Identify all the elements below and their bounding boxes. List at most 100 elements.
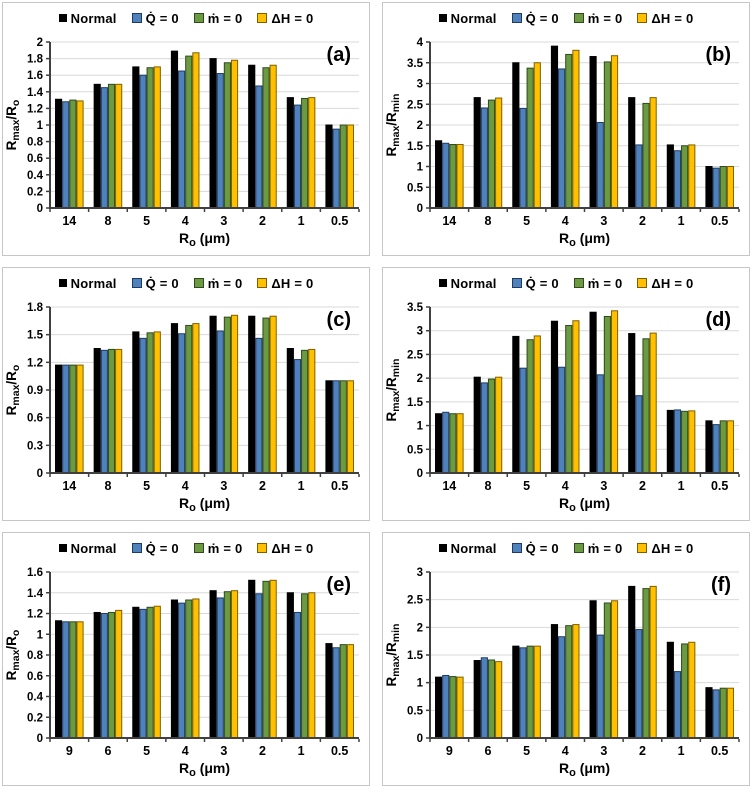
y-tick-label: 0.2 xyxy=(27,186,43,198)
x-axis-title: Ro (μm) xyxy=(179,230,230,249)
y-tick-label: 0.5 xyxy=(407,182,424,194)
bar xyxy=(558,636,566,739)
bar xyxy=(62,621,70,739)
legend-label: ṁ = 0 xyxy=(587,10,623,26)
legend-swatch-icon xyxy=(438,544,447,552)
y-tick-label: 0 xyxy=(417,733,423,745)
x-category-label: 6 xyxy=(484,744,491,758)
x-category-label: 9 xyxy=(66,744,73,758)
bar xyxy=(153,605,161,739)
y-tick-label: 1.8 xyxy=(27,302,44,314)
legend: Normal Q̇ = 0 ṁ = 0 ΔH = 0 xyxy=(438,268,694,298)
legend-label: Normal xyxy=(70,540,117,556)
bar xyxy=(726,166,734,209)
bar xyxy=(558,68,566,209)
bar xyxy=(262,580,270,739)
x-axis-title: Ro (μm) xyxy=(559,760,610,779)
bar xyxy=(550,320,559,474)
bar xyxy=(69,99,77,209)
bar xyxy=(688,144,696,209)
x-category-label: 4 xyxy=(182,744,189,758)
bar xyxy=(62,101,70,209)
bar xyxy=(480,107,488,209)
x-category-label: 2 xyxy=(639,214,646,228)
y-tick-label: 2.5 xyxy=(407,595,424,607)
bar xyxy=(565,625,573,739)
bar xyxy=(572,624,580,739)
bar xyxy=(642,102,650,209)
y-tick-label: 0.6 xyxy=(27,671,43,683)
bar xyxy=(642,338,650,474)
bar xyxy=(705,687,713,739)
bar xyxy=(339,380,347,474)
y-tick-label: 0.4 xyxy=(27,692,44,704)
bar xyxy=(673,409,682,474)
bar xyxy=(325,643,333,739)
y-tick-label: 1 xyxy=(37,120,44,132)
x-category-label: 14 xyxy=(442,214,456,228)
bar xyxy=(132,331,140,474)
bar xyxy=(107,611,116,739)
legend: Normal Q̇ = 0 ṁ = 0 ΔH = 0 xyxy=(438,3,694,33)
bar xyxy=(100,613,108,739)
bar xyxy=(610,310,619,474)
legend-swatch-icon xyxy=(573,278,584,288)
x-category-label: 5 xyxy=(143,479,150,493)
bar xyxy=(76,621,84,739)
y-tick-label: 1.6 xyxy=(27,567,43,579)
x-axis-title: Ro (μm) xyxy=(179,760,230,779)
x-category-label: 2 xyxy=(259,479,266,493)
bar xyxy=(107,83,116,209)
legend-swatch-icon xyxy=(58,279,67,287)
x-category-label: 1 xyxy=(678,479,685,493)
bar xyxy=(635,629,643,739)
legend-swatch-icon xyxy=(257,13,268,23)
panel-letter: (d) xyxy=(705,309,731,331)
y-tick-label: 3 xyxy=(417,567,423,579)
bar xyxy=(649,97,657,209)
legend-swatch-icon xyxy=(511,13,522,23)
bar-chart-f: 0 0.5 1 1.5 2 2.5 3 9 6 5 4 3 2 1 0.5 Ro (μm) Rmax/Rmin (… xyxy=(384,567,740,779)
legend-label: ΔH = 0 xyxy=(271,275,314,291)
bar xyxy=(293,611,302,739)
bar xyxy=(635,395,643,474)
bar xyxy=(223,316,231,474)
legend-label: Normal xyxy=(450,10,497,26)
bar xyxy=(62,364,70,474)
x-category-label: 2 xyxy=(639,744,646,758)
y-axis-title: Rmax/Rmin xyxy=(384,94,402,157)
x-category-label: 1 xyxy=(298,479,305,493)
bar xyxy=(301,97,309,209)
bar xyxy=(705,420,713,474)
legend-label: ΔH = 0 xyxy=(271,10,314,26)
legend-label: ṁ = 0 xyxy=(207,275,243,291)
bar xyxy=(178,70,186,209)
bar xyxy=(603,602,611,739)
legend-swatch-icon xyxy=(131,13,142,23)
panel-e: Normal Q̇ = 0 ṁ = 0 ΔH = 0 0 0.2 0.4 0.6 0.8 1 1.… xyxy=(2,532,370,786)
bar xyxy=(93,348,101,474)
bar xyxy=(533,62,541,209)
legend-swatch-icon xyxy=(131,278,142,288)
bar xyxy=(572,49,580,209)
bar xyxy=(170,50,179,209)
x-category-label: 3 xyxy=(220,479,227,493)
y-tick-label: 1.2 xyxy=(27,103,43,115)
bar xyxy=(55,620,63,739)
bar xyxy=(248,64,256,209)
bar xyxy=(565,325,573,474)
bar xyxy=(262,67,270,209)
bar xyxy=(449,676,457,739)
bar xyxy=(146,67,154,209)
bar xyxy=(286,97,294,209)
legend-label: ṁ = 0 xyxy=(207,10,243,26)
legend-item-0: Normal xyxy=(438,276,497,291)
bar xyxy=(512,645,520,739)
bar xyxy=(76,100,84,209)
bar xyxy=(456,144,464,209)
y-tick-label: 0.5 xyxy=(407,444,424,456)
legend: Normal Q̇ = 0 ṁ = 0 ΔH = 0 xyxy=(58,3,314,33)
bar xyxy=(230,590,239,739)
bar xyxy=(603,61,611,209)
